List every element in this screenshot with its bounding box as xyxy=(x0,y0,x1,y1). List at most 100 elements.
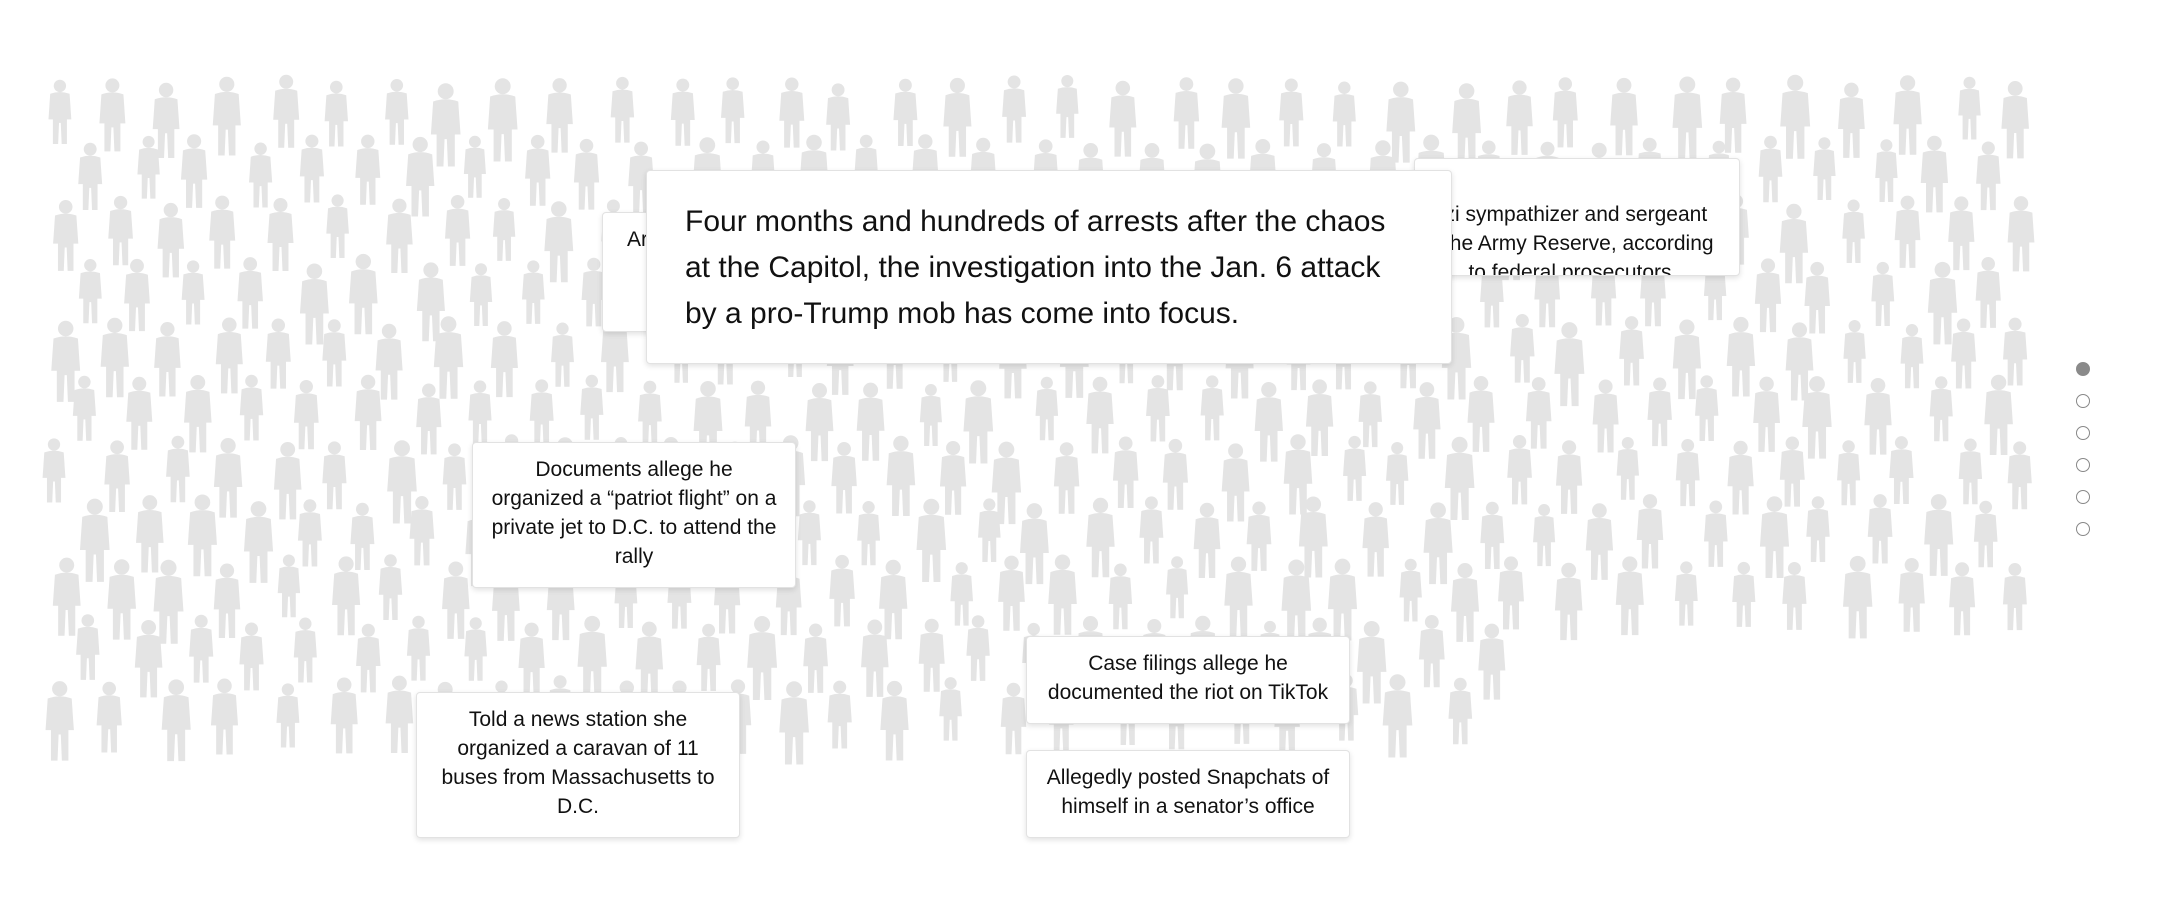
person-silhouette-icon xyxy=(1193,502,1221,578)
person-silhouette-icon xyxy=(1056,75,1079,138)
nav-dot-1[interactable] xyxy=(2076,362,2090,376)
person-silhouette-icon xyxy=(416,383,442,455)
person-silhouette-icon xyxy=(299,263,329,345)
person-silhouette-icon xyxy=(297,499,322,567)
person-silhouette-icon xyxy=(1357,620,1387,704)
person-silhouette-icon xyxy=(330,677,358,754)
person-silhouette-icon xyxy=(322,319,347,387)
card-tiktok: Case filings allege he documented the ri… xyxy=(1026,636,1350,724)
nav-dot-2[interactable] xyxy=(2076,394,2090,408)
person-silhouette-icon xyxy=(107,559,136,640)
person-silhouette-icon xyxy=(137,135,160,199)
person-silhouette-icon xyxy=(1754,258,1782,333)
person-silhouette-icon xyxy=(463,135,486,198)
person-silhouette-icon xyxy=(210,678,239,755)
person-silhouette-icon xyxy=(468,380,492,446)
person-silhouette-icon xyxy=(2002,562,2027,631)
person-silhouette-icon xyxy=(1924,494,1954,576)
person-silhouette-icon xyxy=(355,134,381,205)
person-silhouette-icon xyxy=(215,317,243,394)
person-silhouette-icon xyxy=(1386,442,1409,505)
person-silhouette-icon xyxy=(212,76,241,156)
person-silhouette-icon xyxy=(1703,500,1728,567)
person-silhouette-icon xyxy=(416,262,445,342)
person-silhouette-icon xyxy=(1554,562,1583,641)
person-silhouette-icon xyxy=(134,619,163,698)
person-silhouette-icon xyxy=(1413,382,1441,459)
card-snapchat: Allegedly posted Snapchats of himself in… xyxy=(1026,750,1350,838)
person-silhouette-icon xyxy=(1672,319,1702,400)
person-silhouette-icon xyxy=(610,76,635,143)
person-silhouette-icon xyxy=(273,74,300,148)
person-silhouette-icon xyxy=(273,441,302,520)
person-silhouette-icon xyxy=(1555,440,1583,514)
person-silhouette-icon xyxy=(1298,496,1328,578)
person-silhouette-icon xyxy=(1616,436,1639,500)
person-silhouette-icon xyxy=(1382,674,1413,758)
nav-dot-4[interactable] xyxy=(2076,458,2090,472)
person-silhouette-icon xyxy=(1200,375,1224,441)
person-silhouette-icon xyxy=(326,194,349,258)
person-silhouette-icon xyxy=(1507,435,1532,505)
person-silhouette-icon xyxy=(1000,682,1027,755)
person-silhouette-icon xyxy=(1802,376,1832,459)
person-silhouette-icon xyxy=(1647,377,1672,447)
nav-dot-3[interactable] xyxy=(2076,426,2090,440)
person-silhouette-icon xyxy=(1889,436,1914,505)
person-silhouette-icon xyxy=(386,198,413,274)
person-silhouette-icon xyxy=(1086,376,1114,454)
person-silhouette-icon xyxy=(1695,375,1719,441)
person-silhouette-icon xyxy=(1958,438,1983,505)
person-silhouette-icon xyxy=(1804,261,1830,334)
person-silhouette-icon xyxy=(154,321,181,397)
person-silhouette-icon xyxy=(277,554,301,618)
person-silhouette-icon xyxy=(1975,257,2001,328)
person-silhouette-icon xyxy=(442,561,470,639)
person-silhouette-icon xyxy=(1973,500,1998,568)
person-silhouette-icon xyxy=(1506,80,1533,155)
person-silhouette-icon xyxy=(1002,75,1027,143)
person-silhouette-icon xyxy=(299,134,324,203)
person-silhouette-icon xyxy=(1173,77,1200,149)
person-silhouette-icon xyxy=(1327,558,1358,641)
nav-dot-5[interactable] xyxy=(2076,490,2090,504)
person-silhouette-icon xyxy=(1224,556,1253,637)
lead-card: Four months and hundreds of arrests afte… xyxy=(646,170,1452,364)
person-silhouette-icon xyxy=(1450,563,1480,642)
person-silhouette-icon xyxy=(1283,434,1313,515)
person-silhouette-icon xyxy=(779,681,809,765)
card-snapchat-text: Allegedly posted Snapchats of himself in… xyxy=(1046,766,1330,818)
person-silhouette-icon xyxy=(1900,324,1924,389)
person-silhouette-icon xyxy=(490,321,518,398)
person-silhouette-icon xyxy=(243,501,274,583)
person-silhouette-icon xyxy=(721,77,745,144)
person-silhouette-icon xyxy=(99,78,126,152)
nav-dot-6[interactable] xyxy=(2076,522,2090,536)
person-silhouette-icon xyxy=(966,615,990,681)
person-silhouette-icon xyxy=(879,559,908,640)
card-caravan-text: Told a news station she organized a cara… xyxy=(441,708,715,818)
person-silhouette-icon xyxy=(1086,497,1115,578)
person-silhouette-icon xyxy=(1109,80,1137,157)
person-silhouette-icon xyxy=(322,441,347,510)
person-silhouette-icon xyxy=(378,554,403,620)
person-silhouette-icon xyxy=(1162,438,1189,510)
person-silhouette-icon xyxy=(1035,376,1059,441)
person-silhouette-icon xyxy=(1452,83,1482,165)
person-silhouette-icon xyxy=(857,501,881,566)
person-silhouette-icon xyxy=(108,195,133,266)
person-silhouette-icon xyxy=(1949,562,1976,636)
person-silhouette-icon xyxy=(797,500,821,566)
person-silhouette-icon xyxy=(2001,81,2029,159)
person-silhouette-icon xyxy=(189,614,214,683)
person-silhouette-icon xyxy=(1893,75,1922,155)
person-silhouette-icon xyxy=(1533,504,1556,567)
person-silhouette-icon xyxy=(267,198,294,271)
person-silhouette-icon xyxy=(1843,555,1873,639)
person-silhouette-icon xyxy=(826,83,851,151)
person-silhouette-icon xyxy=(1399,558,1422,622)
person-silhouette-icon xyxy=(1254,382,1283,462)
person-silhouette-icon xyxy=(546,78,573,153)
person-silhouette-icon xyxy=(1813,137,1836,201)
person-silhouette-icon xyxy=(1948,196,1975,271)
